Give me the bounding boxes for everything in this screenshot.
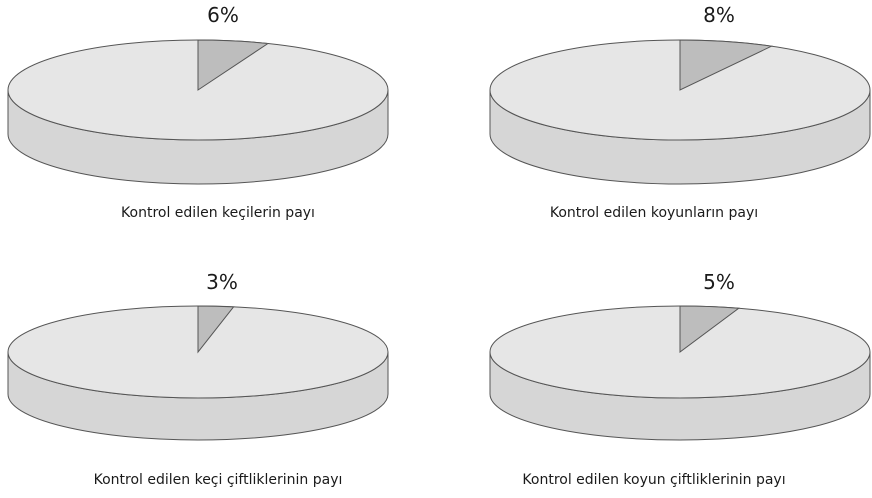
caption-sheep-farms: Kontrol edilen koyun çiftliklerinin payı [522, 472, 786, 488]
data-label-goat-farms: 3% [206, 270, 238, 294]
caption-goat-farms: Kontrol edilen keçi çiftliklerinin payı [93, 472, 343, 488]
pie-slice-goats [197, 39, 270, 91]
data-label-sheep: 8% [703, 3, 735, 27]
pie-panel-goat-farms: 3% Kontrol edilen keçi çiftliklerinin pa… [0, 249, 436, 498]
caption-goats: Kontrol edilen keçilerin payı [121, 205, 315, 221]
pie-slice-sheep-farms [679, 305, 741, 353]
pie-panel-sheep: 8% Kontrol edilen koyunların payı [436, 0, 872, 249]
pie-panel-sheep-farms: 5% Kontrol edilen koyun çiftliklerinin p… [436, 249, 872, 498]
pie-chart-goat-farms [7, 305, 389, 441]
data-label-goats: 6% [207, 3, 239, 27]
pie-slice-goat-farms [197, 305, 235, 354]
pie-chart-sheep [489, 39, 871, 185]
data-label-sheep-farms: 5% [703, 270, 735, 294]
caption-sheep: Kontrol edilen koyunların payı [549, 205, 759, 221]
pie-panel-goats: 6% Kontrol edilen keçilerin payı [0, 0, 436, 249]
pie-slice-sheep [679, 39, 774, 91]
pie-chart-goats [7, 39, 389, 185]
pie-chart-sheep-farms [489, 305, 871, 441]
